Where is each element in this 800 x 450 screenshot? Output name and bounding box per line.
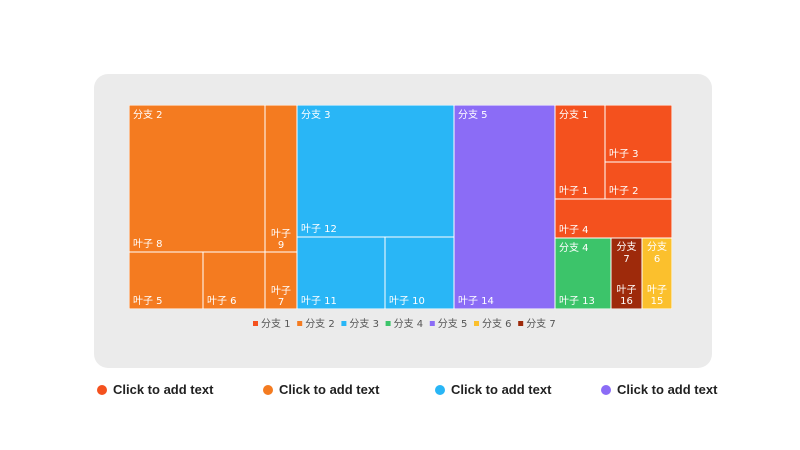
treemap-leaf-label-1-2-part2: 9: [278, 240, 284, 251]
treemap-branch-label-1: 分支 2: [133, 109, 163, 121]
bottom-legend-dot-3: [435, 385, 445, 395]
treemap-leaf-label-7: 叶子: [647, 284, 667, 296]
legend-label-6: 分支 6: [482, 318, 512, 330]
treemap-leaf-label-2-1: 叶子 12: [301, 223, 337, 235]
treemap-leaf-4-2: [604, 105, 672, 163]
bottom-legend-label-4[interactable]: Click to add text: [617, 382, 718, 397]
treemap-leaf-2-3: [384, 236, 455, 309]
treemap-branch-label-7-part2: 6: [654, 254, 660, 265]
bottom-legend-label-2[interactable]: Click to add text: [279, 382, 380, 397]
legend-label-1: 分支 1: [261, 318, 291, 330]
treemap-branch-label-6: 分支: [617, 241, 637, 253]
legend-swatch-3: [341, 321, 347, 326]
treemap-node-3: [453, 105, 556, 309]
treemap-leaf-label-1-4: 叶子 6: [207, 295, 237, 307]
legend-label-5: 分支 5: [438, 318, 468, 330]
treemap-leaf-label-4-1: 叶子 1: [559, 185, 589, 197]
chart-legend: 分支 1 分支 2 分支 3 分支 4 分支 5 分支 6 分支 7: [253, 318, 556, 330]
treemap-leaf-1-1: [129, 105, 266, 253]
treemap-branch-label-2: 分支 3: [301, 109, 331, 121]
treemap-branch-label-3: 分支 5: [458, 109, 488, 121]
treemap-leaf-label-1-2: 叶子: [271, 228, 291, 240]
treemap-leaf-label-4-3: 叶子 2: [609, 185, 639, 197]
legend-label-7: 分支 7: [526, 318, 556, 330]
legend-label-2: 分支 2: [305, 318, 335, 330]
treemap-leaf-label-1-5-part2: 7: [278, 297, 284, 308]
bottom-legend-dot-4: [601, 385, 611, 395]
treemap-leaf-label-1-1: 叶子 8: [133, 238, 163, 250]
legend-label-3: 分支 3: [349, 318, 379, 330]
legend-swatch-5: [429, 321, 435, 326]
treemap-leaf-label-6: 叶子: [617, 284, 637, 296]
legend-swatch-2: [297, 321, 303, 326]
bottom-legend-dot-1: [97, 385, 107, 395]
legend-label-4: 分支 4: [394, 318, 424, 330]
treemap-node-6: [610, 237, 643, 309]
treemap-leaf-label-5: 叶子 13: [559, 295, 595, 307]
treemap-leaf-label-1-3: 叶子 5: [133, 295, 163, 307]
treemap-leaf-1-2: [264, 105, 298, 253]
treemap-leaf-4-3: [604, 161, 672, 200]
treemap-leaf-4-4: [554, 198, 672, 239]
legend-swatch-4: [385, 321, 391, 326]
treemap-leaf-label-3: 叶子 14: [458, 295, 494, 307]
treemap-leaf-2-2: [296, 236, 386, 309]
legend-swatch-6: [474, 321, 479, 326]
bottom-legend-label-3[interactable]: Click to add text: [451, 382, 552, 397]
treemap-leaf-label-4-4: 叶子 4: [559, 224, 589, 236]
treemap-leaf-label-1-5: 叶子: [271, 285, 291, 297]
treemap-branch-label-6-part2: 7: [623, 254, 629, 265]
legend-swatch-1: [253, 321, 258, 326]
bottom-legend-label-1[interactable]: Click to add text: [113, 382, 214, 397]
treemap-leaf-label-4-2: 叶子 3: [609, 148, 639, 160]
treemap-leaf-2-1: [296, 105, 455, 238]
treemap-branch-label-5: 分支 4: [559, 242, 589, 254]
treemap-leaf-label-2-2: 叶子 11: [301, 295, 337, 307]
treemap-node-7: [641, 237, 672, 309]
treemap-leaf-label-2-3: 叶子 10: [389, 295, 425, 307]
treemap-branch-label-7: 分支: [647, 241, 667, 253]
treemap-branch-label-4: 分支 1: [559, 109, 589, 121]
treemap-leaf-label-7-part2: 15: [651, 296, 664, 307]
treemap-leaf-label-6-part2: 16: [620, 296, 633, 307]
bottom-legend-dot-2: [263, 385, 273, 395]
treemap-leaf-1-4: [202, 251, 266, 309]
legend-swatch-7: [518, 321, 524, 326]
